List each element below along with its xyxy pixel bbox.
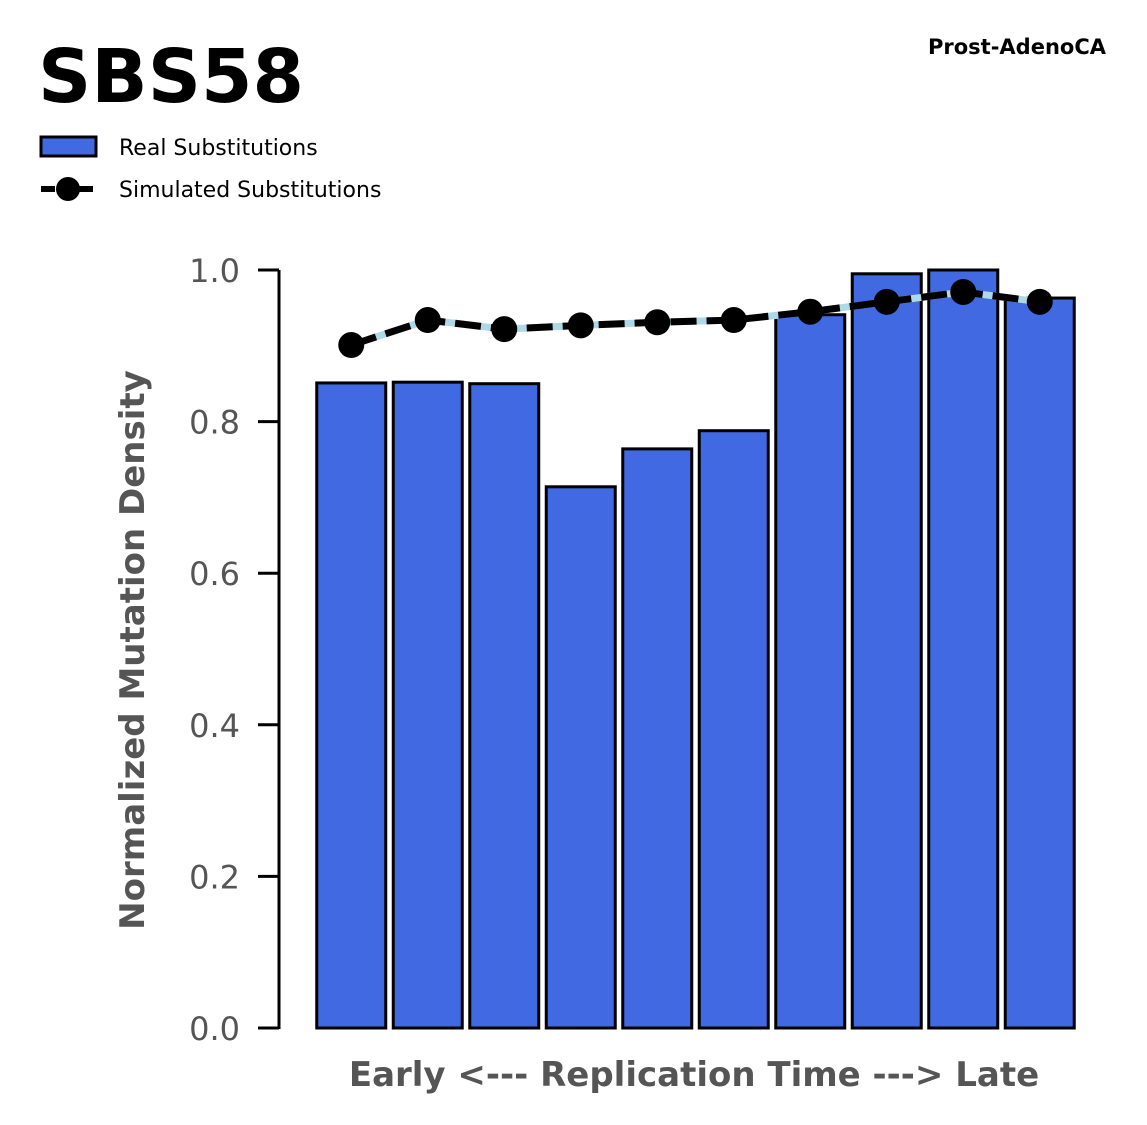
bar-8 xyxy=(850,272,923,1030)
legend-label-real: Real Substitutions xyxy=(119,136,318,161)
simulated-line-dashes xyxy=(350,288,1041,349)
y-axis-label: Normalized Mutation Density xyxy=(113,370,153,930)
chart-subtitle: Prost-AdenoCA xyxy=(928,35,1107,59)
simulated-line xyxy=(338,278,1053,359)
chart-title: SBS58 xyxy=(38,34,304,120)
bar-1 xyxy=(315,381,388,1030)
x-axis-label: Early <--- Replication Time ---> Late xyxy=(349,1055,1039,1095)
y-tick-label: 0.8 xyxy=(189,404,240,442)
bar-6 xyxy=(697,429,770,1030)
simulated-point-9 xyxy=(950,278,977,305)
bar-9 xyxy=(927,268,1000,1030)
bar-3 xyxy=(468,382,541,1030)
y-tick-label: 0.6 xyxy=(189,555,240,593)
simulated-point-8 xyxy=(873,288,900,315)
legend-label-simulated: Simulated Substitutions xyxy=(119,178,381,203)
legend: Real Substitutions Simulated Substitutio… xyxy=(39,135,381,203)
bar-4 xyxy=(544,485,617,1030)
bar-5 xyxy=(621,447,694,1030)
y-tick-label: 0.2 xyxy=(189,858,240,896)
simulated-point-7 xyxy=(797,298,824,325)
simulated-point-3 xyxy=(491,316,518,343)
y-tick-label: 1.0 xyxy=(189,252,240,290)
legend-marker xyxy=(56,177,80,201)
legend-bar-swatch xyxy=(39,135,98,158)
simulated-point-5 xyxy=(644,309,671,336)
bars xyxy=(315,268,1076,1030)
y-tick-label: 0.0 xyxy=(189,1010,240,1048)
bar-10 xyxy=(1003,296,1076,1030)
simulated-point-4 xyxy=(567,312,594,339)
bar-7 xyxy=(774,313,847,1030)
simulated-point-6 xyxy=(720,307,747,334)
simulated-point-1 xyxy=(338,332,365,359)
bar-2 xyxy=(391,380,464,1030)
y-tick-label: 0.4 xyxy=(189,707,240,745)
simulated-point-10 xyxy=(1026,288,1053,315)
simulated-point-2 xyxy=(414,307,441,334)
y-axis: 0.0 0.2 0.4 0.6 0.8 1.0 xyxy=(189,252,281,1048)
